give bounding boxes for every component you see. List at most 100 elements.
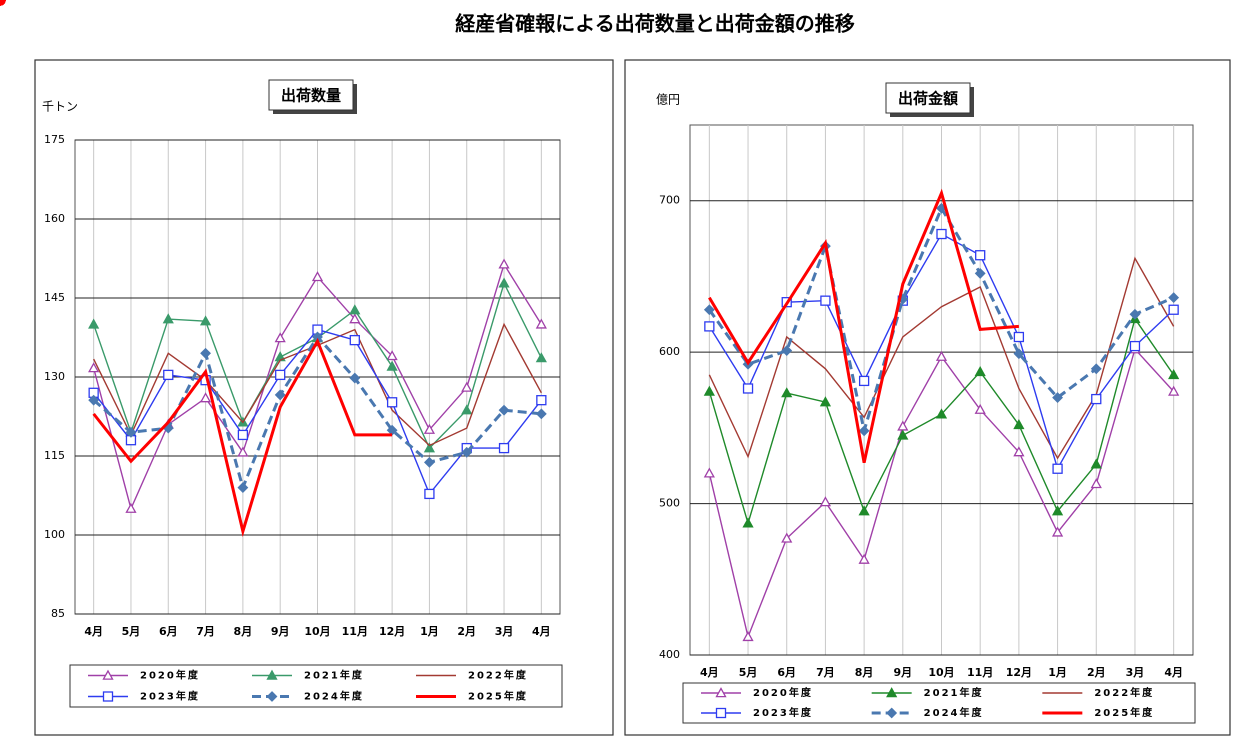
marker xyxy=(386,397,398,408)
marker xyxy=(819,396,832,407)
chart-panel: 85 100 115 130 145 160 175 4月 5月 6月 7月 8月 9月 10月 11月 12… xyxy=(0,0,614,736)
legend-box xyxy=(682,682,1196,724)
marker xyxy=(461,381,473,392)
x-tick-label: 4月 xyxy=(700,666,719,679)
marker xyxy=(820,295,831,306)
title-box xyxy=(885,82,971,114)
marker xyxy=(199,315,212,326)
chart-title: 出荷金額 xyxy=(898,90,958,108)
x-tick-label: 1月 xyxy=(420,625,439,638)
page-title: 経産省確報による出荷数量と出荷金額の推移 xyxy=(455,12,854,36)
x-tick-label: 6月 xyxy=(159,625,178,638)
marker xyxy=(703,385,715,396)
y-tick-label: 700 xyxy=(659,194,680,207)
marker xyxy=(897,429,909,440)
x-tick-label: 7月 xyxy=(816,666,835,679)
x-tick-label: 12月 xyxy=(379,625,405,638)
marker xyxy=(1129,340,1141,352)
marker xyxy=(274,332,286,343)
legend-label: 2021年度 xyxy=(924,686,984,699)
marker xyxy=(975,250,986,261)
marker xyxy=(1013,331,1025,343)
marker xyxy=(1168,292,1180,304)
marker xyxy=(704,321,715,332)
marker xyxy=(1168,369,1180,380)
chart-title: 出荷数量 xyxy=(281,87,341,105)
y-tick-label: 85 xyxy=(51,607,65,620)
legend-marker xyxy=(886,687,898,698)
marker xyxy=(936,228,947,240)
marker xyxy=(349,304,361,315)
marker xyxy=(1090,478,1102,489)
marker xyxy=(819,496,832,507)
x-tick-label: 9月 xyxy=(271,625,290,638)
marker xyxy=(88,318,100,329)
x-tick-label: 1月 xyxy=(1048,666,1067,679)
y-tick-label: 145 xyxy=(44,291,65,304)
x-tick-label: 7月 xyxy=(196,625,215,638)
y-tick-label: 600 xyxy=(659,345,680,358)
marker xyxy=(349,313,361,324)
marker xyxy=(274,389,286,401)
x-tick-label: 11月 xyxy=(342,625,368,638)
marker xyxy=(349,334,360,346)
legend-marker xyxy=(715,707,727,719)
legend-label: 2025年度 xyxy=(468,690,528,703)
x-tick-label: 5月 xyxy=(739,666,758,679)
legend-marker xyxy=(715,687,727,698)
marker xyxy=(781,387,793,398)
marker xyxy=(461,446,473,458)
marker xyxy=(163,369,174,381)
title-box xyxy=(268,79,354,111)
x-tick-label: 8月 xyxy=(234,625,253,638)
marker xyxy=(858,375,870,387)
y-tick-label: 400 xyxy=(659,648,680,661)
marker xyxy=(1168,304,1179,315)
marker xyxy=(237,429,249,441)
marker xyxy=(781,532,793,543)
marker xyxy=(275,369,286,381)
marker xyxy=(423,442,436,453)
marker xyxy=(88,394,100,406)
y-tick-label: 160 xyxy=(44,212,65,225)
marker xyxy=(974,267,986,279)
legend-label: 2020年度 xyxy=(753,686,813,699)
x-tick-label: 3月 xyxy=(1126,666,1145,679)
marker xyxy=(200,347,211,359)
marker xyxy=(858,425,870,437)
legend-label: 2025年度 xyxy=(1094,706,1154,719)
y-tick-label: 115 xyxy=(44,449,65,462)
marker xyxy=(237,482,249,494)
x-tick-label: 4月 xyxy=(532,625,551,638)
marker xyxy=(742,630,754,642)
marker xyxy=(1090,363,1102,375)
marker xyxy=(1091,393,1102,405)
marker xyxy=(162,313,174,324)
x-tick-label: 6月 xyxy=(777,666,796,679)
x-tick-label: 2月 xyxy=(457,625,476,638)
marker xyxy=(1013,348,1025,360)
marker xyxy=(498,404,510,416)
y-axis-unit: 億円 xyxy=(656,93,680,107)
y-tick-label: 100 xyxy=(44,528,65,541)
marker xyxy=(858,505,870,516)
marker xyxy=(237,446,249,457)
marker xyxy=(535,408,547,420)
marker xyxy=(88,362,100,373)
marker xyxy=(386,360,398,371)
marker xyxy=(935,408,948,419)
x-tick-label: 3月 xyxy=(495,625,514,638)
x-tick-label: 10月 xyxy=(928,666,954,679)
marker xyxy=(1013,418,1025,430)
legend-box xyxy=(69,664,563,708)
marker xyxy=(535,352,547,363)
marker xyxy=(1052,392,1063,403)
x-tick-label: 4月 xyxy=(1164,666,1183,679)
marker xyxy=(1129,308,1141,320)
marker xyxy=(125,426,137,438)
marker xyxy=(536,395,547,406)
legend-marker xyxy=(0,0,6,6)
marker xyxy=(703,467,715,478)
